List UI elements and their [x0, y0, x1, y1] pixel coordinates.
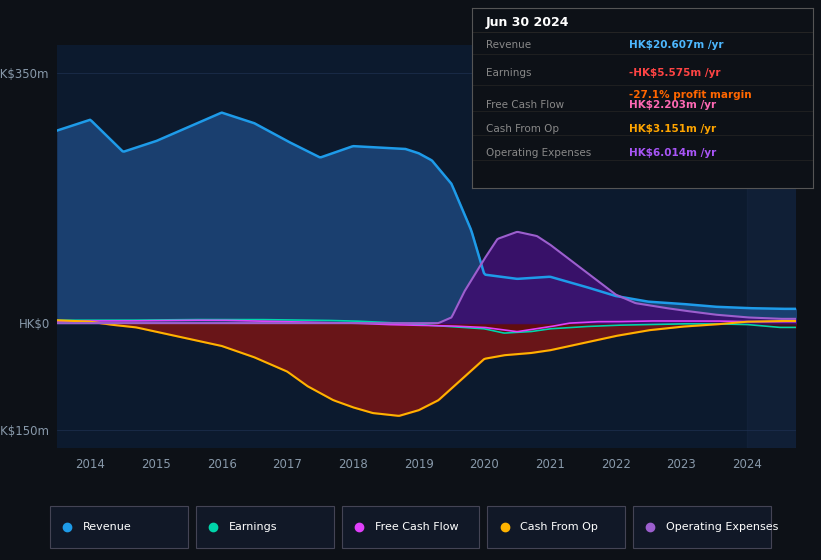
Text: Free Cash Flow: Free Cash Flow	[486, 100, 564, 110]
Text: Jun 30 2024: Jun 30 2024	[486, 16, 569, 29]
Text: HK$2.203m /yr: HK$2.203m /yr	[629, 100, 716, 110]
Text: HK$3.151m /yr: HK$3.151m /yr	[629, 124, 716, 134]
Text: Cash From Op: Cash From Op	[486, 124, 559, 134]
Text: -27.1% profit margin: -27.1% profit margin	[629, 90, 751, 100]
FancyBboxPatch shape	[342, 506, 479, 548]
FancyBboxPatch shape	[488, 506, 626, 548]
Text: Free Cash Flow: Free Cash Flow	[374, 522, 458, 531]
Text: Operating Expenses: Operating Expenses	[667, 522, 778, 531]
FancyBboxPatch shape	[195, 506, 333, 548]
Text: Cash From Op: Cash From Op	[521, 522, 599, 531]
FancyBboxPatch shape	[633, 506, 771, 548]
Text: Revenue: Revenue	[486, 40, 531, 50]
FancyBboxPatch shape	[50, 506, 188, 548]
Text: Earnings: Earnings	[486, 68, 531, 78]
Bar	[747, 45, 796, 448]
Text: HK$20.607m /yr: HK$20.607m /yr	[629, 40, 723, 50]
Text: Revenue: Revenue	[83, 522, 131, 531]
Text: -HK$5.575m /yr: -HK$5.575m /yr	[629, 68, 720, 78]
Text: Operating Expenses: Operating Expenses	[486, 148, 591, 158]
Text: HK$6.014m /yr: HK$6.014m /yr	[629, 148, 716, 158]
Text: Earnings: Earnings	[229, 522, 277, 531]
